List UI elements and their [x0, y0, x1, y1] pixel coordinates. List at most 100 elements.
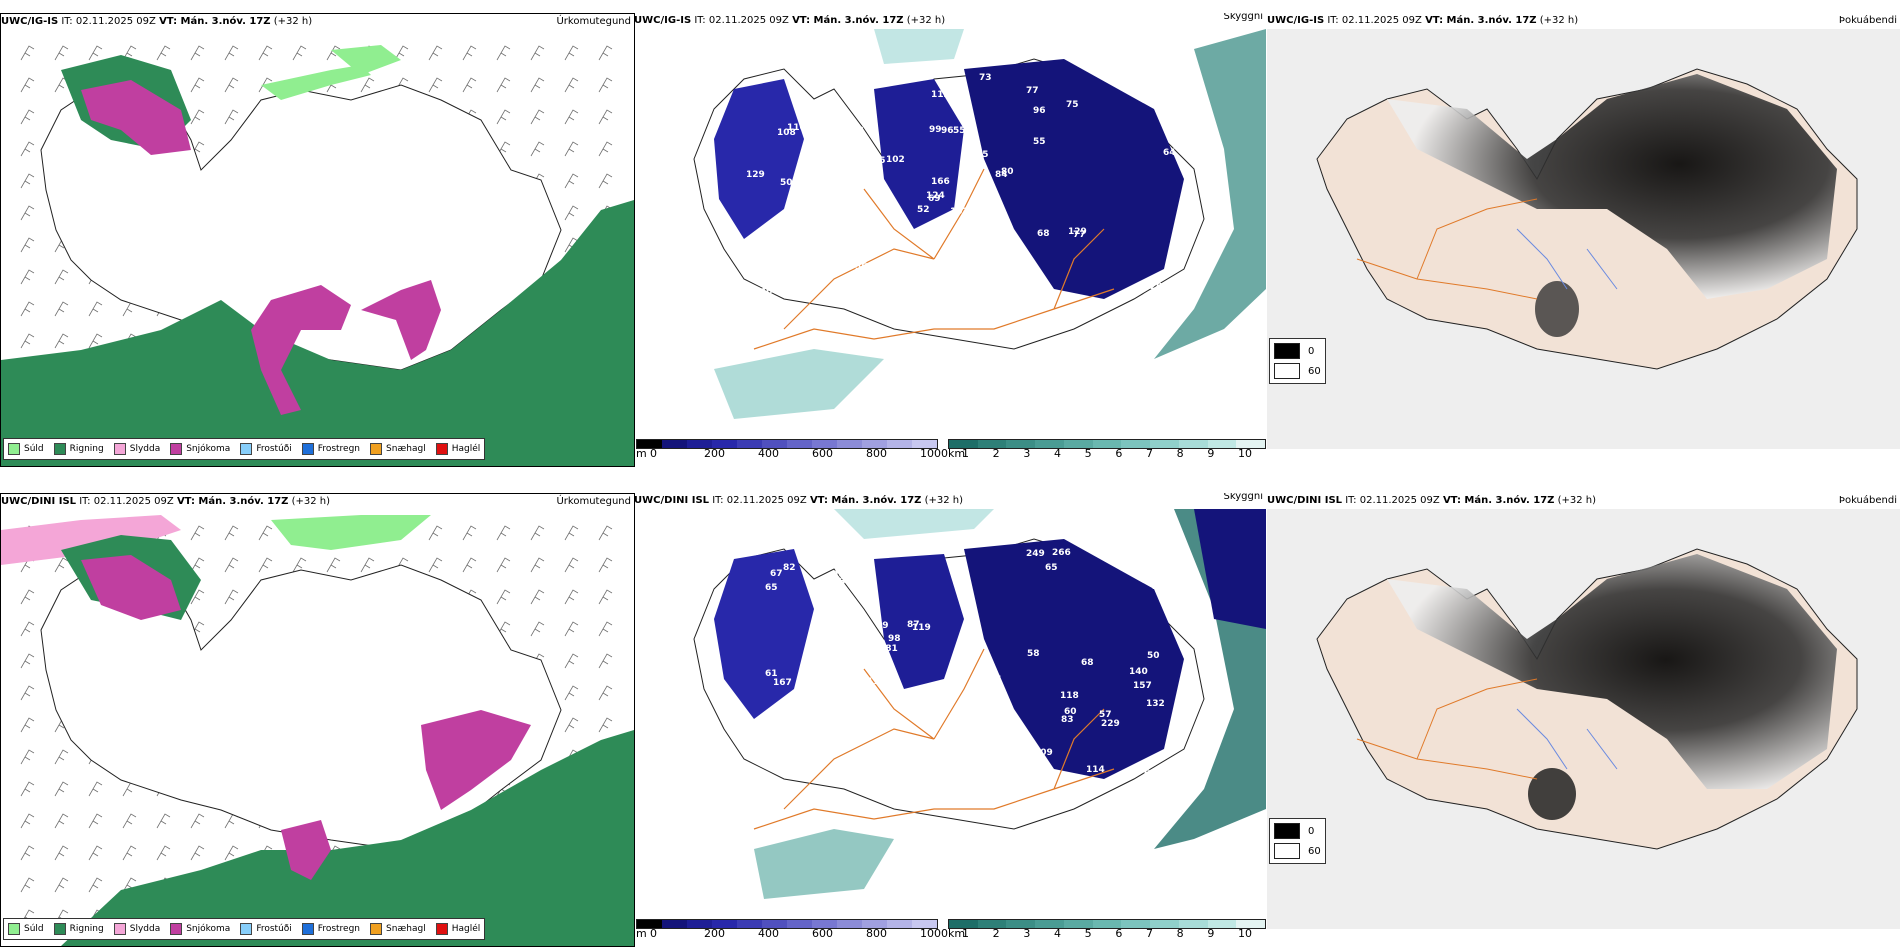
- cloud-base-label: 96: [832, 570, 845, 580]
- cloud-base-label: 129: [746, 170, 765, 180]
- cloud-base-area: [714, 79, 804, 239]
- wind-barb: [54, 845, 69, 861]
- wind-barb: [190, 525, 205, 541]
- wind-barb: [496, 557, 511, 573]
- legend-item: Rigning: [53, 923, 104, 935]
- cloud-base-label: 40: [760, 287, 773, 297]
- wind-barb: [564, 621, 579, 637]
- scale-tick-label: 4: [1054, 927, 1061, 940]
- cloud-base-label: 96: [1033, 106, 1046, 116]
- wind-barb: [530, 589, 545, 605]
- cloud-base-label: 73: [979, 73, 992, 83]
- wind-barb: [20, 205, 35, 221]
- wind-barb: [88, 45, 103, 61]
- lead-time: (+32 h): [924, 495, 964, 506]
- cloud-base-label: 55: [1033, 137, 1046, 147]
- cloud-base-label: 157: [1133, 681, 1152, 691]
- wind-barb: [326, 45, 341, 61]
- panel-header: UWC/IG-IS IT: 02.11.2025 09Z VT: Mán. 3.…: [634, 13, 1266, 29]
- cloud-labels: 1011086940845677559647594350605255100999…: [746, 73, 1177, 323]
- precip-legend: Súld Rigning Slydda Snjókoma Frostúði Fr…: [3, 438, 486, 460]
- cloud-base-label: 82: [783, 563, 796, 573]
- cloud-base-label: 95: [989, 675, 1002, 685]
- legend-item: Snæhagl: [370, 443, 426, 455]
- wind-barb: [54, 813, 69, 829]
- scale-tick-label: 9: [1207, 447, 1215, 460]
- wind-barb: [20, 109, 35, 125]
- wind-barb: [88, 877, 103, 893]
- cloud-base-label: 52: [917, 205, 930, 215]
- colorbar-step: [977, 440, 1007, 448]
- wind-barb: [122, 45, 137, 61]
- cloud-base-label: 129: [1068, 227, 1087, 237]
- scale-tick-label: 10: [1238, 927, 1252, 940]
- wind-barb: [190, 845, 205, 861]
- wind-barb: [20, 653, 35, 669]
- cloud-base-label: 92: [850, 731, 863, 741]
- wind-barb: [564, 557, 579, 573]
- cloud-base-label: 166: [931, 177, 950, 187]
- cloud-base-label: 249: [1026, 549, 1045, 559]
- wind-barb: [54, 749, 69, 765]
- scale-tick-label: 800: [866, 927, 887, 940]
- wind-barb: [258, 525, 273, 541]
- legend-swatch: [240, 923, 253, 935]
- wind-barb: [54, 877, 69, 893]
- cloud-panel-bottom: UWC/DINI ISL IT: 02.11.2025 09Z VT: Mán.…: [634, 493, 1266, 945]
- colorbar-step: [887, 920, 912, 928]
- colorbar-step: [949, 920, 978, 928]
- wind-barb: [598, 141, 613, 157]
- init-time: IT: 02.11.2025 09Z: [1327, 15, 1422, 26]
- lead-time: (+32 h): [1557, 495, 1597, 506]
- legend-swatch: [113, 443, 126, 455]
- wind-barb: [54, 269, 69, 285]
- cloud-base-label: 55: [873, 156, 886, 166]
- wind-barb: [598, 717, 613, 733]
- wind-barb: [564, 717, 579, 733]
- cloud-base-label: 43: [1156, 309, 1169, 319]
- wind-barb: [428, 525, 443, 541]
- scale-tick-label: 400: [758, 447, 779, 460]
- scale-tick-label: 3: [1023, 927, 1031, 940]
- legend-swatch: [170, 923, 183, 935]
- fog-dense-area: [1387, 554, 1837, 789]
- scale-unit: km: [948, 447, 966, 460]
- colorbar-step: [1121, 920, 1151, 928]
- wind-barb: [258, 45, 273, 61]
- wind-barb: [20, 781, 35, 797]
- legend-swatch: [301, 443, 314, 455]
- cloud-base-label: 55: [953, 126, 966, 136]
- legend-label: Slydda: [129, 444, 161, 454]
- colorbar-step: [1150, 440, 1179, 448]
- cloud-base-label: 49: [876, 621, 889, 631]
- precip-panel-top: UWC/IG-IS IT: 02.11.2025 09Z VT: Mán. 3.…: [0, 13, 635, 467]
- cloud-labels: 118 157 113 109 119 114 146 65 49 50 65 61 67 63 56 50 6…: [749, 548, 1185, 801]
- fog-map: [1267, 29, 1900, 449]
- wind-barb: [20, 237, 35, 253]
- scale-tick-label: 200: [704, 447, 725, 460]
- colorbar-step: [662, 440, 687, 448]
- cloud-base-label: 87: [907, 620, 920, 630]
- scale-tick-label: 2: [992, 447, 1000, 460]
- fog-map: [1267, 509, 1900, 929]
- wind-barb: [564, 45, 579, 61]
- wind-barb: [20, 845, 35, 861]
- cloud-base-label: 79: [926, 277, 939, 287]
- legend-swatch: [8, 923, 20, 935]
- cloud-base-label: 73: [833, 577, 846, 587]
- road-network: [753, 168, 1115, 350]
- cloud-base-label: 132: [1146, 699, 1165, 709]
- legend-swatch: [370, 923, 383, 935]
- legend-label: Frostúði: [256, 924, 292, 934]
- scale-tick-label: 9: [1207, 927, 1215, 940]
- scale-tick-label: 5: [1084, 927, 1092, 940]
- legend-item: Snjókoma: [170, 443, 230, 455]
- wind-barb: [224, 77, 239, 93]
- wind-barb: [88, 845, 103, 861]
- colorbar-step: [862, 440, 887, 448]
- panel-title: Skyggni: [1223, 13, 1263, 22]
- legend-swatch: [240, 443, 253, 455]
- colorbar-step: [887, 440, 912, 448]
- cloud-base-label: 50: [1147, 651, 1160, 661]
- valid-time: VT: Mán. 3.nóv. 17Z: [159, 16, 271, 27]
